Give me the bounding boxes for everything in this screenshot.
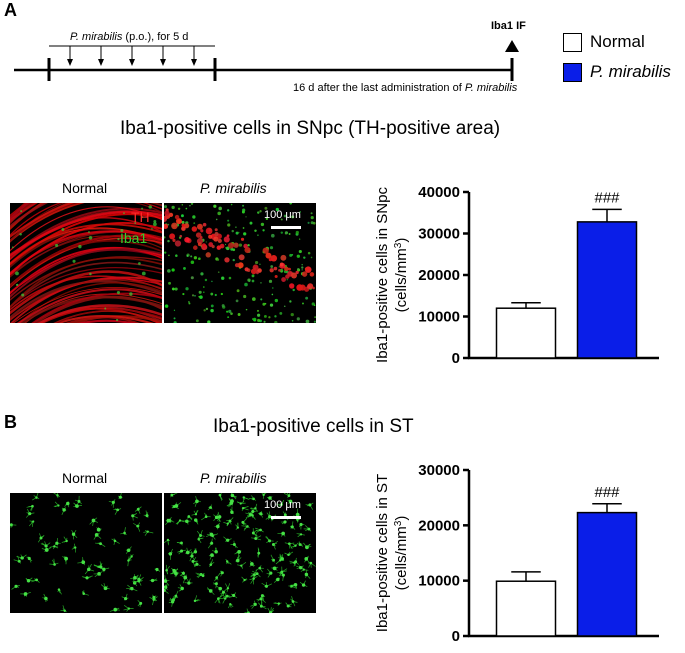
scalebar-a-label: 100 μm [264,209,301,221]
micrograph-a-normal-image [10,203,162,323]
iba1-stain-label: Iba1 [120,230,148,246]
dose-arrow-icon [67,59,73,66]
y-tick-label: 0 [452,628,460,645]
y-tick-label: 30000 [418,462,460,479]
micrograph-a-pm [164,203,316,323]
y-tick-label: 20000 [418,517,460,534]
legend-swatch-pm [563,63,582,82]
micrograph-a-pm-label: P. mirabilis [200,180,267,196]
scalebar-b-label: 100 μm [264,499,301,511]
endpoint-triangle-icon [505,40,519,52]
y-tick-label: 10000 [418,309,460,326]
panel-a-letter: A [4,0,17,20]
significance-label: ### [594,484,620,501]
micrograph-b-pm [164,493,316,613]
panel-b-letter: B [4,412,17,432]
y-tick-label: 10000 [418,573,460,590]
scalebar-a [271,226,301,229]
dose-arrow-icon [98,59,104,66]
gap-label-species: P. mirabilis [464,82,518,94]
y-tick-label: 30000 [418,226,460,243]
y-tick-label: 0 [452,350,460,367]
micrograph-b-normal-label: Normal [62,470,108,486]
dose-arrow-icon [191,59,197,66]
dosing-label-regimen: (p.o.), for 5 d [122,31,189,43]
micrograph-a-pm-image [164,203,316,323]
legend-swatch-normal [563,33,582,52]
y-axis-label: Iba1-positive cells in SNpc (cells/mm3) [374,187,410,363]
significance-label: ### [594,189,620,206]
scalebar-b [271,516,301,519]
micrograph-b-normal-image [10,493,161,613]
panel-a-title: Iba1-positive cells in SNpc (TH-positive… [120,118,501,139]
micrograph-a-normal-label: Normal [62,180,108,196]
endpoint-label: Iba1 IF [491,20,526,32]
panel-b-title: Iba1-positive cells in ST [213,416,414,437]
micrograph-b-pm-image [164,493,316,613]
y-tick-label: 20000 [418,267,460,284]
legend-label-pm: P. mirabilis [590,62,671,81]
th-stain-label: TH [131,209,150,225]
dose-arrow-icon [160,59,166,66]
legend-label-normal: Normal [590,32,645,51]
gap-label: 16 d after the last administration of P.… [293,82,517,94]
dose-arrow-icon [129,59,135,66]
chart-snpc: Iba1-positive cells in SNpc (cells/mm3) 0 1… [374,184,659,367]
micrograph-b-normal [10,493,162,613]
bar-p-mirabilis [576,221,638,359]
bar-normal [495,580,557,637]
treatment-timeline [14,40,519,81]
bar-p-mirabilis [576,511,638,637]
y-tick-label: 40000 [418,184,460,201]
dosing-label-species: P. mirabilis [70,31,123,43]
bar-normal [495,307,557,359]
chart-st: Iba1-positive cells in ST (cells/mm3) 0 100… [374,462,659,645]
micrograph-a-normal [10,203,162,323]
gap-label-text: 16 d after the last administration of [293,82,465,94]
dosing-label: P. mirabilis (p.o.), for 5 d [70,31,188,43]
dose-arrows [67,46,197,66]
y-axis-label: Iba1-positive cells in ST (cells/mm3) [374,474,410,632]
micrograph-b-pm-label: P. mirabilis [200,470,267,486]
